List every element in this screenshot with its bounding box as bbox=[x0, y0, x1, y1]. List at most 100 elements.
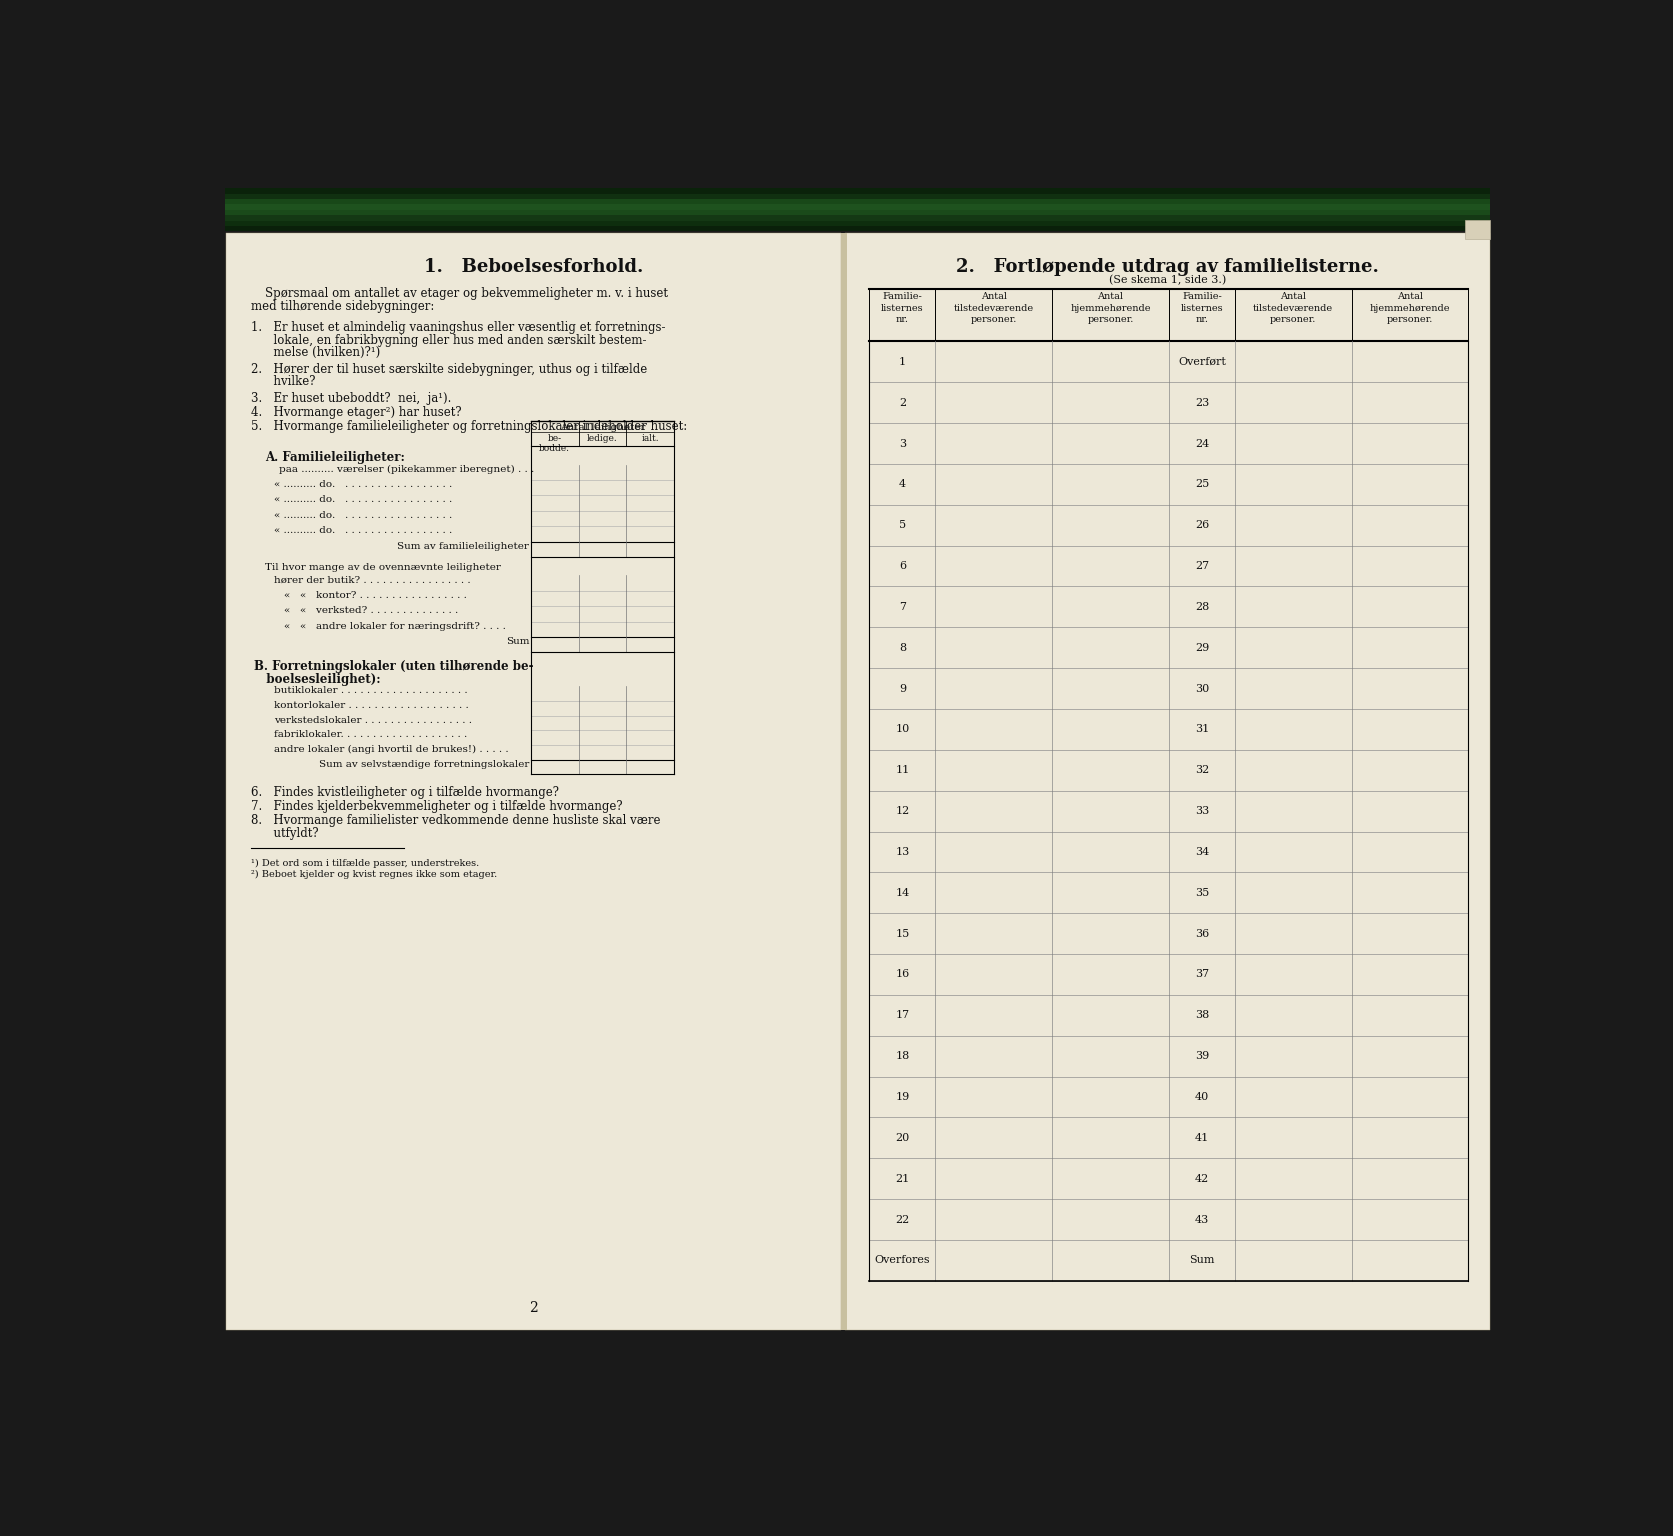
Text: hører der butik? . . . . . . . . . . . . . . . . .: hører der butik? . . . . . . . . . . . .… bbox=[274, 576, 470, 585]
Bar bbox=[224, 226, 1491, 232]
Text: Antal
tilstedeværende
personer.: Antal tilstedeværende personer. bbox=[954, 292, 1034, 324]
Text: 41: 41 bbox=[1195, 1134, 1210, 1143]
Text: 29: 29 bbox=[1195, 642, 1210, 653]
Text: 28: 28 bbox=[1195, 602, 1210, 611]
Text: 27: 27 bbox=[1195, 561, 1210, 571]
Text: paa .......... værelser (pikekammer iberegnet) . . .: paa .......... værelser (pikekammer iber… bbox=[279, 464, 534, 473]
Text: 2.   Hører der til huset særskilte sidebygninger, uthus og i tilfælde: 2. Hører der til huset særskilte sidebyg… bbox=[251, 362, 647, 376]
Text: Sum av selvstændige forretningslokaler: Sum av selvstændige forretningslokaler bbox=[320, 759, 529, 768]
Text: 30: 30 bbox=[1195, 684, 1210, 694]
Text: 14: 14 bbox=[895, 888, 910, 897]
Text: 15: 15 bbox=[895, 929, 910, 938]
Text: 4.   Hvormange etager²) har huset?: 4. Hvormange etager²) har huset? bbox=[251, 406, 462, 419]
Text: 42: 42 bbox=[1195, 1174, 1210, 1184]
Text: 11: 11 bbox=[895, 765, 910, 776]
Text: Spørsmaal om antallet av etager og bekvemmeligheter m. v. i huset: Spørsmaal om antallet av etager og bekve… bbox=[264, 287, 668, 301]
Text: fabriklokaler. . . . . . . . . . . . . . . . . . . .: fabriklokaler. . . . . . . . . . . . . .… bbox=[274, 730, 467, 739]
Text: andre lokaler (angi hvortil de brukes!) . . . . .: andre lokaler (angi hvortil de brukes!) … bbox=[274, 745, 509, 754]
Text: 25: 25 bbox=[1195, 479, 1210, 490]
Text: butiklokaler . . . . . . . . . . . . . . . . . . . .: butiklokaler . . . . . . . . . . . . . .… bbox=[274, 687, 468, 696]
Bar bbox=[224, 189, 1491, 232]
Bar bbox=[224, 194, 1491, 200]
Text: 3: 3 bbox=[898, 438, 907, 449]
Text: 43: 43 bbox=[1195, 1215, 1210, 1224]
Text: ²) Beboet kjelder og kvist regnes ikke som etager.: ²) Beboet kjelder og kvist regnes ikke s… bbox=[251, 869, 497, 879]
Text: 2.   Fortløpende utdrag av familielisterne.: 2. Fortløpende utdrag av familielisterne… bbox=[955, 258, 1379, 276]
Text: 22: 22 bbox=[895, 1215, 910, 1224]
Text: 36: 36 bbox=[1195, 929, 1210, 938]
Text: 38: 38 bbox=[1195, 1011, 1210, 1020]
Text: « .......... do.   . . . . . . . . . . . . . . . . .: « .......... do. . . . . . . . . . . . .… bbox=[274, 527, 452, 535]
Bar bbox=[842, 233, 847, 1330]
Text: 4: 4 bbox=[898, 479, 907, 490]
Text: med tilhørende sidebygninger:: med tilhørende sidebygninger: bbox=[251, 300, 435, 313]
Text: « .......... do.   . . . . . . . . . . . . . . . . .: « .......... do. . . . . . . . . . . . .… bbox=[274, 479, 452, 488]
Text: 9: 9 bbox=[898, 684, 907, 694]
Text: melse (hvilken)?¹): melse (hvilken)?¹) bbox=[251, 346, 380, 359]
Text: «   «   verksted? . . . . . . . . . . . . . .: « « verksted? . . . . . . . . . . . . . … bbox=[283, 607, 458, 616]
Text: 33: 33 bbox=[1195, 806, 1210, 816]
Text: 8.   Hvormange familielister vedkommende denne husliste skal være: 8. Hvormange familielister vedkommende d… bbox=[251, 814, 661, 828]
Bar bbox=[224, 221, 1491, 226]
Text: 5: 5 bbox=[898, 521, 907, 530]
Text: 35: 35 bbox=[1195, 888, 1210, 897]
Bar bbox=[224, 210, 1491, 215]
Text: 37: 37 bbox=[1195, 969, 1210, 980]
Polygon shape bbox=[1464, 220, 1491, 240]
Text: Overfores: Overfores bbox=[875, 1255, 930, 1266]
Bar bbox=[224, 189, 1491, 194]
Text: verkstedslokaler . . . . . . . . . . . . . . . . .: verkstedslokaler . . . . . . . . . . . .… bbox=[274, 716, 472, 725]
Bar bbox=[224, 215, 1491, 221]
Text: A. Familieleiligheter:: A. Familieleiligheter: bbox=[264, 450, 405, 464]
Text: Sum: Sum bbox=[1190, 1255, 1215, 1266]
Text: 23: 23 bbox=[1195, 398, 1210, 407]
Text: 40: 40 bbox=[1195, 1092, 1210, 1101]
Text: ¹) Det ord som i tilfælde passer, understrekes.: ¹) Det ord som i tilfælde passer, unders… bbox=[251, 859, 478, 868]
Text: « .......... do.   . . . . . . . . . . . . . . . . .: « .......... do. . . . . . . . . . . . .… bbox=[274, 496, 452, 504]
Text: Antal
hjemmehørende
personer.: Antal hjemmehørende personer. bbox=[1370, 292, 1450, 324]
Text: 6.   Findes kvistleiligheter og i tilfælde hvormange?: 6. Findes kvistleiligheter og i tilfælde… bbox=[251, 786, 559, 799]
Text: 1.   Er huset et almindelig vaaningshus eller væsentlig et forretnings-: 1. Er huset et almindelig vaaningshus el… bbox=[251, 321, 666, 335]
Text: Sum av familieleiligheter: Sum av familieleiligheter bbox=[397, 542, 529, 550]
Text: 2: 2 bbox=[898, 398, 907, 407]
Text: 1.   Beboelsesforhold.: 1. Beboelsesforhold. bbox=[423, 258, 642, 276]
Text: 5.   Hvormange familieleiligheter og forretningslokaler indeholder huset:: 5. Hvormange familieleiligheter og forre… bbox=[251, 419, 688, 433]
Text: 21: 21 bbox=[895, 1174, 910, 1184]
Text: 17: 17 bbox=[895, 1011, 910, 1020]
Text: 19: 19 bbox=[895, 1092, 910, 1101]
Text: 6: 6 bbox=[898, 561, 907, 571]
Text: 24: 24 bbox=[1195, 438, 1210, 449]
Text: Antal leiligheter: Antal leiligheter bbox=[560, 422, 646, 432]
Text: kontorlokaler . . . . . . . . . . . . . . . . . . .: kontorlokaler . . . . . . . . . . . . . … bbox=[274, 700, 468, 710]
Text: 8: 8 bbox=[898, 642, 907, 653]
Text: ialt.: ialt. bbox=[641, 433, 659, 442]
Text: 13: 13 bbox=[895, 846, 910, 857]
Text: B. Forretningslokaler (uten tilhørende be-: B. Forretningslokaler (uten tilhørende b… bbox=[254, 660, 534, 673]
Text: Familie-
listernes
nr.: Familie- listernes nr. bbox=[1181, 292, 1223, 324]
Text: 31: 31 bbox=[1195, 725, 1210, 734]
Text: be-
bodde.: be- bodde. bbox=[539, 433, 570, 453]
Text: ledige.: ledige. bbox=[587, 433, 617, 442]
Text: Sum: Sum bbox=[505, 637, 529, 647]
Text: lokale, en fabrikbygning eller hus med anden særskilt bestem-: lokale, en fabrikbygning eller hus med a… bbox=[251, 333, 646, 347]
Text: boelsesleilighet):: boelsesleilighet): bbox=[254, 673, 381, 685]
Bar bbox=[224, 200, 1491, 204]
Text: 10: 10 bbox=[895, 725, 910, 734]
Text: 1: 1 bbox=[898, 356, 907, 367]
Text: 39: 39 bbox=[1195, 1051, 1210, 1061]
Text: 16: 16 bbox=[895, 969, 910, 980]
Text: 26: 26 bbox=[1195, 521, 1210, 530]
Text: Overført: Overført bbox=[1178, 356, 1226, 367]
Text: 7.   Findes kjelderbekvemmeligheter og i tilfælde hvormange?: 7. Findes kjelderbekvemmeligheter og i t… bbox=[251, 800, 622, 814]
Text: Familie-
listernes
nr.: Familie- listernes nr. bbox=[882, 292, 923, 324]
Bar bbox=[224, 204, 1491, 210]
Text: 3.   Er huset ubeboddt?  nei,  ja¹).: 3. Er huset ubeboddt? nei, ja¹). bbox=[251, 392, 452, 406]
Text: 32: 32 bbox=[1195, 765, 1210, 776]
Text: (Se skema 1, side 3.): (Se skema 1, side 3.) bbox=[1109, 275, 1226, 286]
Text: 18: 18 bbox=[895, 1051, 910, 1061]
Text: «   «   andre lokaler for næringsdrift? . . . .: « « andre lokaler for næringsdrift? . . … bbox=[283, 622, 505, 631]
Text: « .......... do.   . . . . . . . . . . . . . . . . .: « .......... do. . . . . . . . . . . . .… bbox=[274, 511, 452, 519]
Text: Antal
hjemmehørende
personer.: Antal hjemmehørende personer. bbox=[1071, 292, 1151, 324]
Text: 34: 34 bbox=[1195, 846, 1210, 857]
Bar bbox=[226, 233, 842, 1330]
